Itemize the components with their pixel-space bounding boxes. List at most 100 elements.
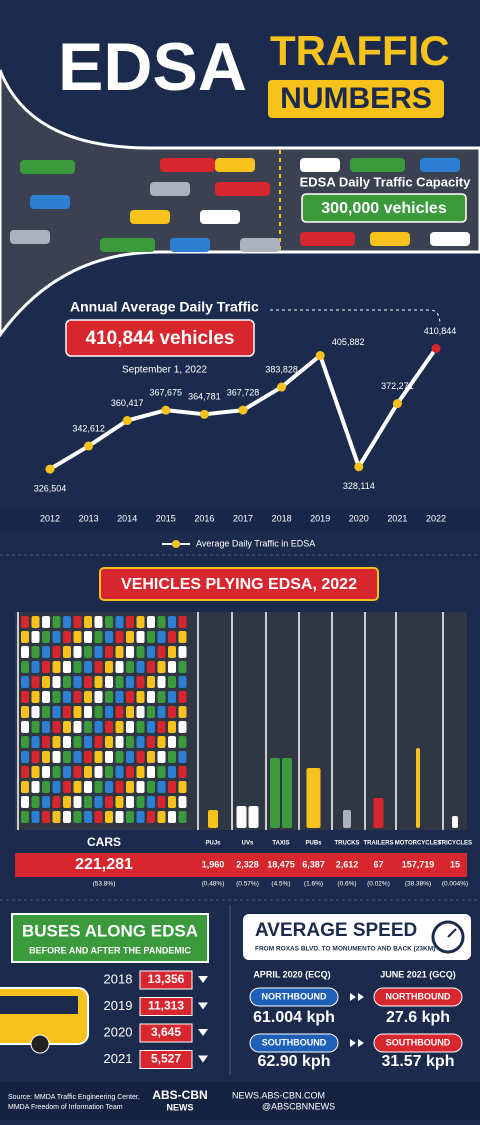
car-icon bbox=[105, 706, 113, 718]
south-2: 31.57 kph bbox=[382, 1053, 455, 1070]
car-icon bbox=[105, 796, 113, 808]
vehicle-name: PUJs bbox=[205, 841, 221, 847]
speed-box bbox=[243, 914, 471, 960]
car-icon bbox=[63, 646, 71, 658]
bus-count-box bbox=[139, 1023, 193, 1043]
vehicles-title: VEHICLES PLYING EDSA, 2022 bbox=[121, 576, 357, 593]
bus-year: 2019 bbox=[104, 998, 133, 1013]
car-icon bbox=[136, 691, 145, 703]
car-icon bbox=[115, 616, 124, 628]
car-icon bbox=[73, 646, 82, 658]
data-label: 410,844 bbox=[424, 326, 457, 336]
car-icon bbox=[42, 766, 50, 778]
capacity-label: EDSA Daily Traffic Capacity bbox=[300, 174, 472, 189]
car-icon bbox=[168, 736, 176, 748]
road-vehicle bbox=[150, 182, 190, 196]
brand-2: NEWS bbox=[167, 1102, 194, 1112]
bus-count-box bbox=[139, 1050, 193, 1069]
vehicle-icon bbox=[270, 758, 280, 828]
title-3: NUMBERS bbox=[280, 82, 432, 115]
car-icon bbox=[157, 721, 166, 733]
speed-title: AVERAGE SPEED bbox=[255, 920, 417, 941]
car-icon bbox=[63, 811, 71, 823]
car-icon bbox=[115, 631, 124, 643]
northbound-1: NORTHBOUND bbox=[262, 991, 327, 1001]
car-icon bbox=[21, 631, 29, 643]
vehicle-icon bbox=[373, 798, 384, 828]
car-icon bbox=[73, 631, 82, 643]
vehicle-name: CARS bbox=[87, 835, 121, 849]
bus-year: 2020 bbox=[104, 1024, 133, 1039]
car-icon bbox=[21, 766, 29, 778]
vehicle-share: (0.02%) bbox=[367, 881, 390, 888]
northbound-2: NORTHBOUND bbox=[386, 991, 451, 1001]
car-icon bbox=[147, 706, 155, 718]
vehicle-columns: CARS 221,281 (53.8%) PUJs 1,960 (0.48%) UVs 2,3… bbox=[17, 612, 472, 888]
x-tick-label: 2021 bbox=[387, 513, 407, 523]
road-vehicle bbox=[370, 232, 410, 246]
bus-count: 11,313 bbox=[148, 999, 184, 1013]
car-icon bbox=[21, 781, 29, 793]
car-icon bbox=[157, 751, 166, 763]
car-icon bbox=[178, 676, 187, 688]
bus-wheel bbox=[30, 1034, 50, 1054]
vehicle-name: TRUCKS bbox=[335, 841, 360, 847]
legend-label: Average Daily Traffic in EDSA bbox=[196, 538, 315, 548]
road-vehicle bbox=[100, 238, 155, 252]
road-vehicle bbox=[215, 158, 255, 172]
point bbox=[238, 405, 248, 415]
point bbox=[315, 351, 325, 361]
car-icon bbox=[115, 781, 124, 793]
car-icon bbox=[157, 796, 166, 808]
car-icon bbox=[178, 631, 187, 643]
car-icon bbox=[147, 646, 155, 658]
buses-subtitle: BEFORE AND AFTER THE PANDEMIC bbox=[29, 945, 191, 955]
car-icon bbox=[105, 661, 113, 673]
car-icon bbox=[168, 796, 176, 808]
car-icon bbox=[168, 706, 176, 718]
car-icon bbox=[94, 736, 103, 748]
car-icon bbox=[168, 631, 176, 643]
bus-count: 3,645 bbox=[151, 1025, 181, 1039]
car-icon bbox=[147, 736, 155, 748]
car-icon bbox=[21, 706, 29, 718]
car-icon bbox=[84, 631, 92, 643]
car-icon bbox=[157, 646, 166, 658]
vehicle-count: 1,960 bbox=[202, 859, 225, 869]
chart-subtitle: September 1, 2022 bbox=[122, 365, 207, 376]
x-tick-label: 2017 bbox=[233, 513, 253, 523]
car-icon bbox=[126, 766, 134, 778]
car-icon bbox=[178, 736, 187, 748]
road-vehicle bbox=[215, 182, 270, 196]
car-icon bbox=[157, 781, 166, 793]
data-label: 383,828 bbox=[265, 364, 298, 374]
car-icon bbox=[147, 766, 155, 778]
car-icon bbox=[115, 646, 124, 658]
car-icon bbox=[147, 781, 155, 793]
vehicle-share: (1.6%) bbox=[304, 881, 323, 888]
car-icon bbox=[84, 721, 92, 733]
car-icon bbox=[42, 721, 50, 733]
car-icon bbox=[31, 811, 40, 823]
data-label: 326,504 bbox=[34, 483, 67, 493]
car-icon bbox=[63, 691, 71, 703]
chart-title: Annual Average Daily Traffic bbox=[70, 299, 259, 315]
car-icon bbox=[105, 781, 113, 793]
car-icon bbox=[136, 676, 145, 688]
car-icon bbox=[147, 691, 155, 703]
car-icon bbox=[52, 646, 61, 658]
data-label: 342,612 bbox=[72, 423, 105, 433]
car-icon bbox=[94, 631, 103, 643]
car-icon bbox=[31, 796, 40, 808]
car-icon bbox=[94, 766, 103, 778]
car-icon bbox=[136, 661, 145, 673]
car-icon bbox=[168, 781, 176, 793]
car-icon bbox=[157, 811, 166, 823]
car-icon bbox=[168, 616, 176, 628]
car-icon bbox=[147, 616, 155, 628]
car-icon bbox=[31, 736, 40, 748]
car-icon bbox=[84, 691, 92, 703]
car-icon bbox=[136, 736, 145, 748]
car-icon bbox=[126, 661, 134, 673]
car-icon bbox=[147, 751, 155, 763]
